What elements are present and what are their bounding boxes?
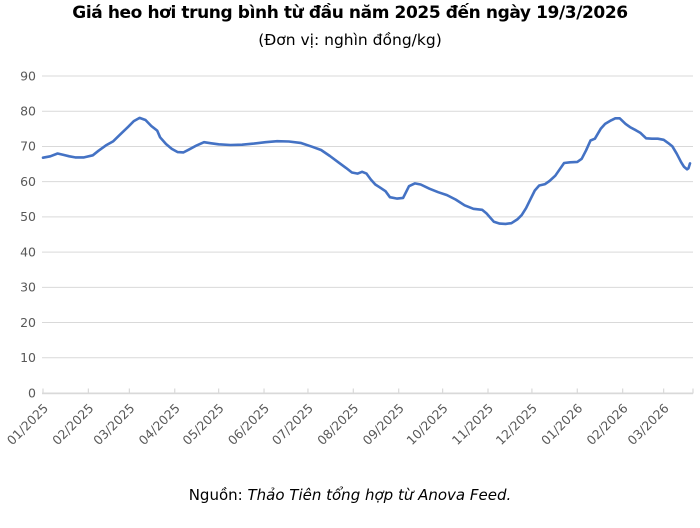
x-tick-label: 10/2025 <box>403 401 450 448</box>
y-tick-label: 20 <box>20 315 36 330</box>
x-tick-label: 11/2025 <box>449 401 496 448</box>
x-tick-label: 05/2025 <box>179 401 226 448</box>
source-text: Thảo Tiên tổng hợp từ Anova Feed. <box>247 486 512 504</box>
x-tick-label: 02/2025 <box>49 401 96 448</box>
y-tick-label: 60 <box>20 174 36 189</box>
source-label: Nguồn: <box>188 486 243 504</box>
x-tick-label: 04/2025 <box>136 401 183 448</box>
x-tick-label: 09/2025 <box>359 401 406 448</box>
y-tick-label: 50 <box>20 209 36 224</box>
x-tick-label: 02/2026 <box>583 400 630 447</box>
y-tick-label: 70 <box>20 139 36 154</box>
x-tick-label: 01/2026 <box>538 400 585 447</box>
y-tick-label: 30 <box>20 280 36 295</box>
x-tick-label: 08/2025 <box>314 401 361 448</box>
x-tick-label: 03/2025 <box>90 401 137 448</box>
y-tick-label: 40 <box>20 244 36 259</box>
price-line-series <box>41 116 692 226</box>
x-tick-label: 06/2025 <box>225 401 272 448</box>
source-footer: Nguồn: Thảo Tiên tổng hợp từ Anova Feed. <box>0 486 700 504</box>
chart-title: Giá heo hơi trung bình từ đầu năm 2025 đ… <box>72 3 628 23</box>
chart-subtitle: (Đơn vị: nghìn đồng/kg) <box>258 31 442 49</box>
x-tick-label: 07/2025 <box>269 401 316 448</box>
y-tick-label: 90 <box>20 68 36 83</box>
y-tick-label: 0 <box>28 385 36 400</box>
x-tick-label: 12/2025 <box>493 401 540 448</box>
y-tick-label: 80 <box>20 104 36 119</box>
y-tick-label: 10 <box>20 350 36 365</box>
x-tick-label: 03/2026 <box>624 400 671 447</box>
x-tick-label: 01/2025 <box>4 401 51 448</box>
